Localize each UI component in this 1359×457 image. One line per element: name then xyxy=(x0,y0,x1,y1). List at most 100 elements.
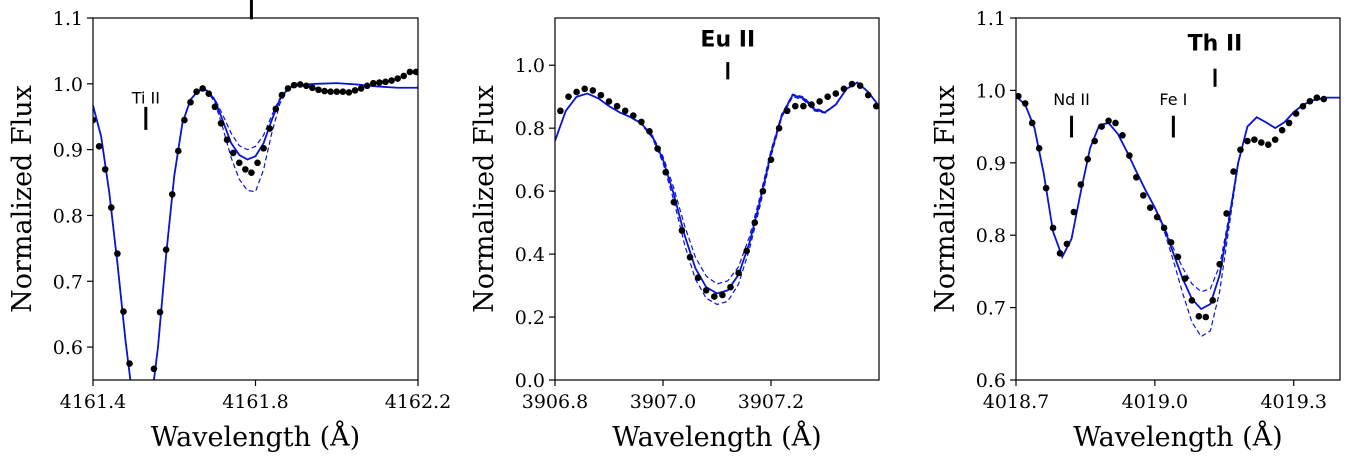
y-axis-label: Normalized Flux xyxy=(469,85,500,313)
observed-point xyxy=(363,82,371,90)
observed-point xyxy=(272,105,280,113)
observed-point xyxy=(114,250,121,257)
observed-point xyxy=(1209,297,1217,304)
x-tick-label: 4162.2 xyxy=(385,391,451,413)
observed-point xyxy=(248,169,255,176)
x-tick-label: 3907.2 xyxy=(738,391,804,413)
y-tick-label: 1.0 xyxy=(515,55,545,77)
observed-point xyxy=(678,227,686,234)
model-dashed-line-3 xyxy=(1016,95,1340,338)
model-dashed-line-3 xyxy=(555,81,879,306)
observed-point xyxy=(145,410,152,417)
observed-point xyxy=(1133,173,1140,181)
plot-frame xyxy=(554,17,880,381)
observed-point xyxy=(284,85,292,92)
observed-point xyxy=(229,149,237,157)
observed-point xyxy=(1258,139,1265,146)
observed-point xyxy=(1077,181,1085,188)
observed-point xyxy=(792,102,799,110)
observed-point xyxy=(735,269,742,277)
observed-point xyxy=(309,84,316,92)
observed-point xyxy=(400,72,408,80)
y-tick-label: 0.6 xyxy=(53,337,83,359)
observed-point xyxy=(1021,100,1029,107)
y-tick-label: 1.1 xyxy=(976,8,1006,30)
observed-point xyxy=(107,204,115,211)
observed-point xyxy=(808,101,815,108)
observed-point xyxy=(816,98,823,105)
observed-point xyxy=(1188,297,1196,304)
chart-panel-1: 4161.4 4161.8 4162.2 0.6 0.7 0.8 0.9 1.0 1.1 Wave… xyxy=(7,0,451,453)
observed-point xyxy=(333,88,341,96)
observed-point xyxy=(1049,224,1057,232)
observed-point xyxy=(1028,119,1036,127)
observed-point xyxy=(638,118,645,126)
observed-point xyxy=(759,187,767,195)
observed-point xyxy=(290,81,298,89)
observed-point xyxy=(589,87,597,94)
observed-point xyxy=(1146,204,1154,211)
observed-point xyxy=(254,159,261,167)
observed-point xyxy=(235,159,243,167)
observed-point xyxy=(339,88,347,96)
observed-point xyxy=(873,102,879,110)
observed-point xyxy=(1126,152,1133,159)
observed-point xyxy=(775,124,783,132)
line-annotation-label: Nd II xyxy=(1053,90,1090,109)
observed-point xyxy=(1139,192,1147,199)
observed-point xyxy=(630,112,637,119)
plot-frame xyxy=(92,17,419,381)
observed-point xyxy=(1320,95,1328,103)
observed-point xyxy=(296,81,304,88)
x-tick-label: 3907.0 xyxy=(630,391,696,413)
y-tick-label: 0.2 xyxy=(515,307,545,329)
y-tick-label: 0.8 xyxy=(515,118,545,140)
observed-point xyxy=(1105,117,1112,125)
observed-point xyxy=(187,98,194,106)
observed-point xyxy=(321,87,328,95)
observed-point xyxy=(1285,119,1293,127)
observed-point xyxy=(211,103,219,111)
observed-point xyxy=(832,90,840,97)
observed-point xyxy=(694,274,702,282)
observed-point xyxy=(565,93,572,100)
observed-point xyxy=(150,365,158,373)
observed-point xyxy=(686,253,694,261)
y-tick-label: 0.9 xyxy=(976,153,1006,175)
observed-point xyxy=(1237,146,1244,154)
observed-point xyxy=(1278,126,1286,134)
observed-point xyxy=(1098,123,1105,130)
observed-point xyxy=(156,308,164,316)
observed-point xyxy=(388,77,395,84)
observed-point xyxy=(1271,136,1279,143)
observed-point xyxy=(573,88,580,96)
observed-point xyxy=(767,156,775,163)
y-tick-label: 0.6 xyxy=(515,181,545,203)
observed-point xyxy=(120,308,127,315)
observed-point xyxy=(1195,312,1203,320)
observed-point xyxy=(302,82,310,90)
observed-point xyxy=(126,360,133,367)
observed-points xyxy=(93,68,418,426)
x-axis-label: Wavelength (Å) xyxy=(151,420,360,453)
observed-point xyxy=(138,419,145,426)
observed-point xyxy=(848,80,856,88)
observed-point xyxy=(840,85,848,93)
y-tick-label: 1.0 xyxy=(53,74,83,96)
observed-point xyxy=(1119,131,1126,139)
observed-point xyxy=(351,87,359,94)
observed-point xyxy=(719,291,726,299)
observed-point xyxy=(557,107,564,115)
x-tick-label: 3906.8 xyxy=(522,391,588,413)
y-tick-label: 0.6 xyxy=(976,370,1006,392)
model-lines xyxy=(555,81,879,306)
observed-point xyxy=(345,89,353,96)
y-axis-label: Normalized Flux xyxy=(7,85,38,313)
plot-frame xyxy=(1015,17,1341,381)
observed-point xyxy=(93,116,97,124)
observed-point xyxy=(217,120,225,127)
observed-point xyxy=(278,91,286,99)
observed-point xyxy=(132,403,139,410)
observed-point xyxy=(654,145,661,152)
